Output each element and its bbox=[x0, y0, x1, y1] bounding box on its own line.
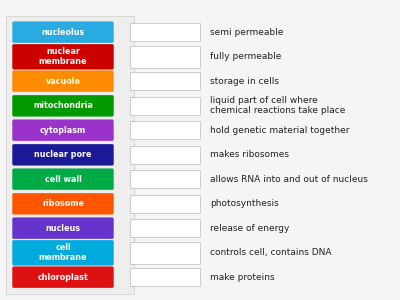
FancyBboxPatch shape bbox=[12, 144, 114, 165]
Bar bbox=[6, 16, 134, 293]
Bar bbox=[130, 242, 200, 264]
FancyBboxPatch shape bbox=[12, 169, 114, 190]
Text: storage in cells: storage in cells bbox=[210, 77, 279, 86]
FancyBboxPatch shape bbox=[12, 44, 114, 69]
Text: mitochondria: mitochondria bbox=[33, 101, 93, 110]
FancyBboxPatch shape bbox=[12, 71, 114, 92]
Bar bbox=[130, 170, 200, 188]
Text: chloroplast: chloroplast bbox=[38, 273, 88, 282]
Bar bbox=[130, 219, 200, 237]
Text: cell
membrane: cell membrane bbox=[39, 243, 87, 262]
Text: controls cell, contains DNA: controls cell, contains DNA bbox=[210, 248, 332, 257]
Bar bbox=[130, 23, 200, 41]
FancyBboxPatch shape bbox=[12, 193, 114, 214]
FancyBboxPatch shape bbox=[12, 95, 114, 116]
Bar bbox=[130, 46, 200, 68]
Bar bbox=[130, 146, 200, 164]
Text: nuclear
membrane: nuclear membrane bbox=[39, 47, 87, 66]
Text: cell wall: cell wall bbox=[44, 175, 82, 184]
Text: nucleolus: nucleolus bbox=[41, 28, 85, 37]
FancyBboxPatch shape bbox=[12, 267, 114, 288]
Text: nuclear pore: nuclear pore bbox=[34, 150, 92, 159]
Text: hold genetic material together: hold genetic material together bbox=[210, 126, 350, 135]
Text: cytoplasm: cytoplasm bbox=[40, 126, 86, 135]
FancyBboxPatch shape bbox=[12, 120, 114, 141]
FancyBboxPatch shape bbox=[12, 22, 114, 43]
FancyBboxPatch shape bbox=[12, 240, 114, 265]
Text: photosynthesis: photosynthesis bbox=[210, 199, 279, 208]
Text: ribosome: ribosome bbox=[42, 199, 84, 208]
Text: semi permeable: semi permeable bbox=[210, 28, 283, 37]
Bar bbox=[130, 72, 200, 90]
Text: liquid part of cell where
chemical reactions take place: liquid part of cell where chemical react… bbox=[210, 96, 345, 116]
Text: allows RNA into and out of nucleus: allows RNA into and out of nucleus bbox=[210, 175, 368, 184]
Bar bbox=[130, 268, 200, 286]
Text: make proteins: make proteins bbox=[210, 273, 275, 282]
Text: makes ribosomes: makes ribosomes bbox=[210, 150, 289, 159]
Text: nucleus: nucleus bbox=[46, 224, 80, 233]
Text: release of energy: release of energy bbox=[210, 224, 289, 233]
FancyBboxPatch shape bbox=[12, 218, 114, 239]
Bar bbox=[130, 121, 200, 139]
Text: fully permeable: fully permeable bbox=[210, 52, 281, 61]
Bar bbox=[130, 195, 200, 213]
Text: vacuole: vacuole bbox=[46, 77, 80, 86]
Bar bbox=[130, 97, 200, 115]
